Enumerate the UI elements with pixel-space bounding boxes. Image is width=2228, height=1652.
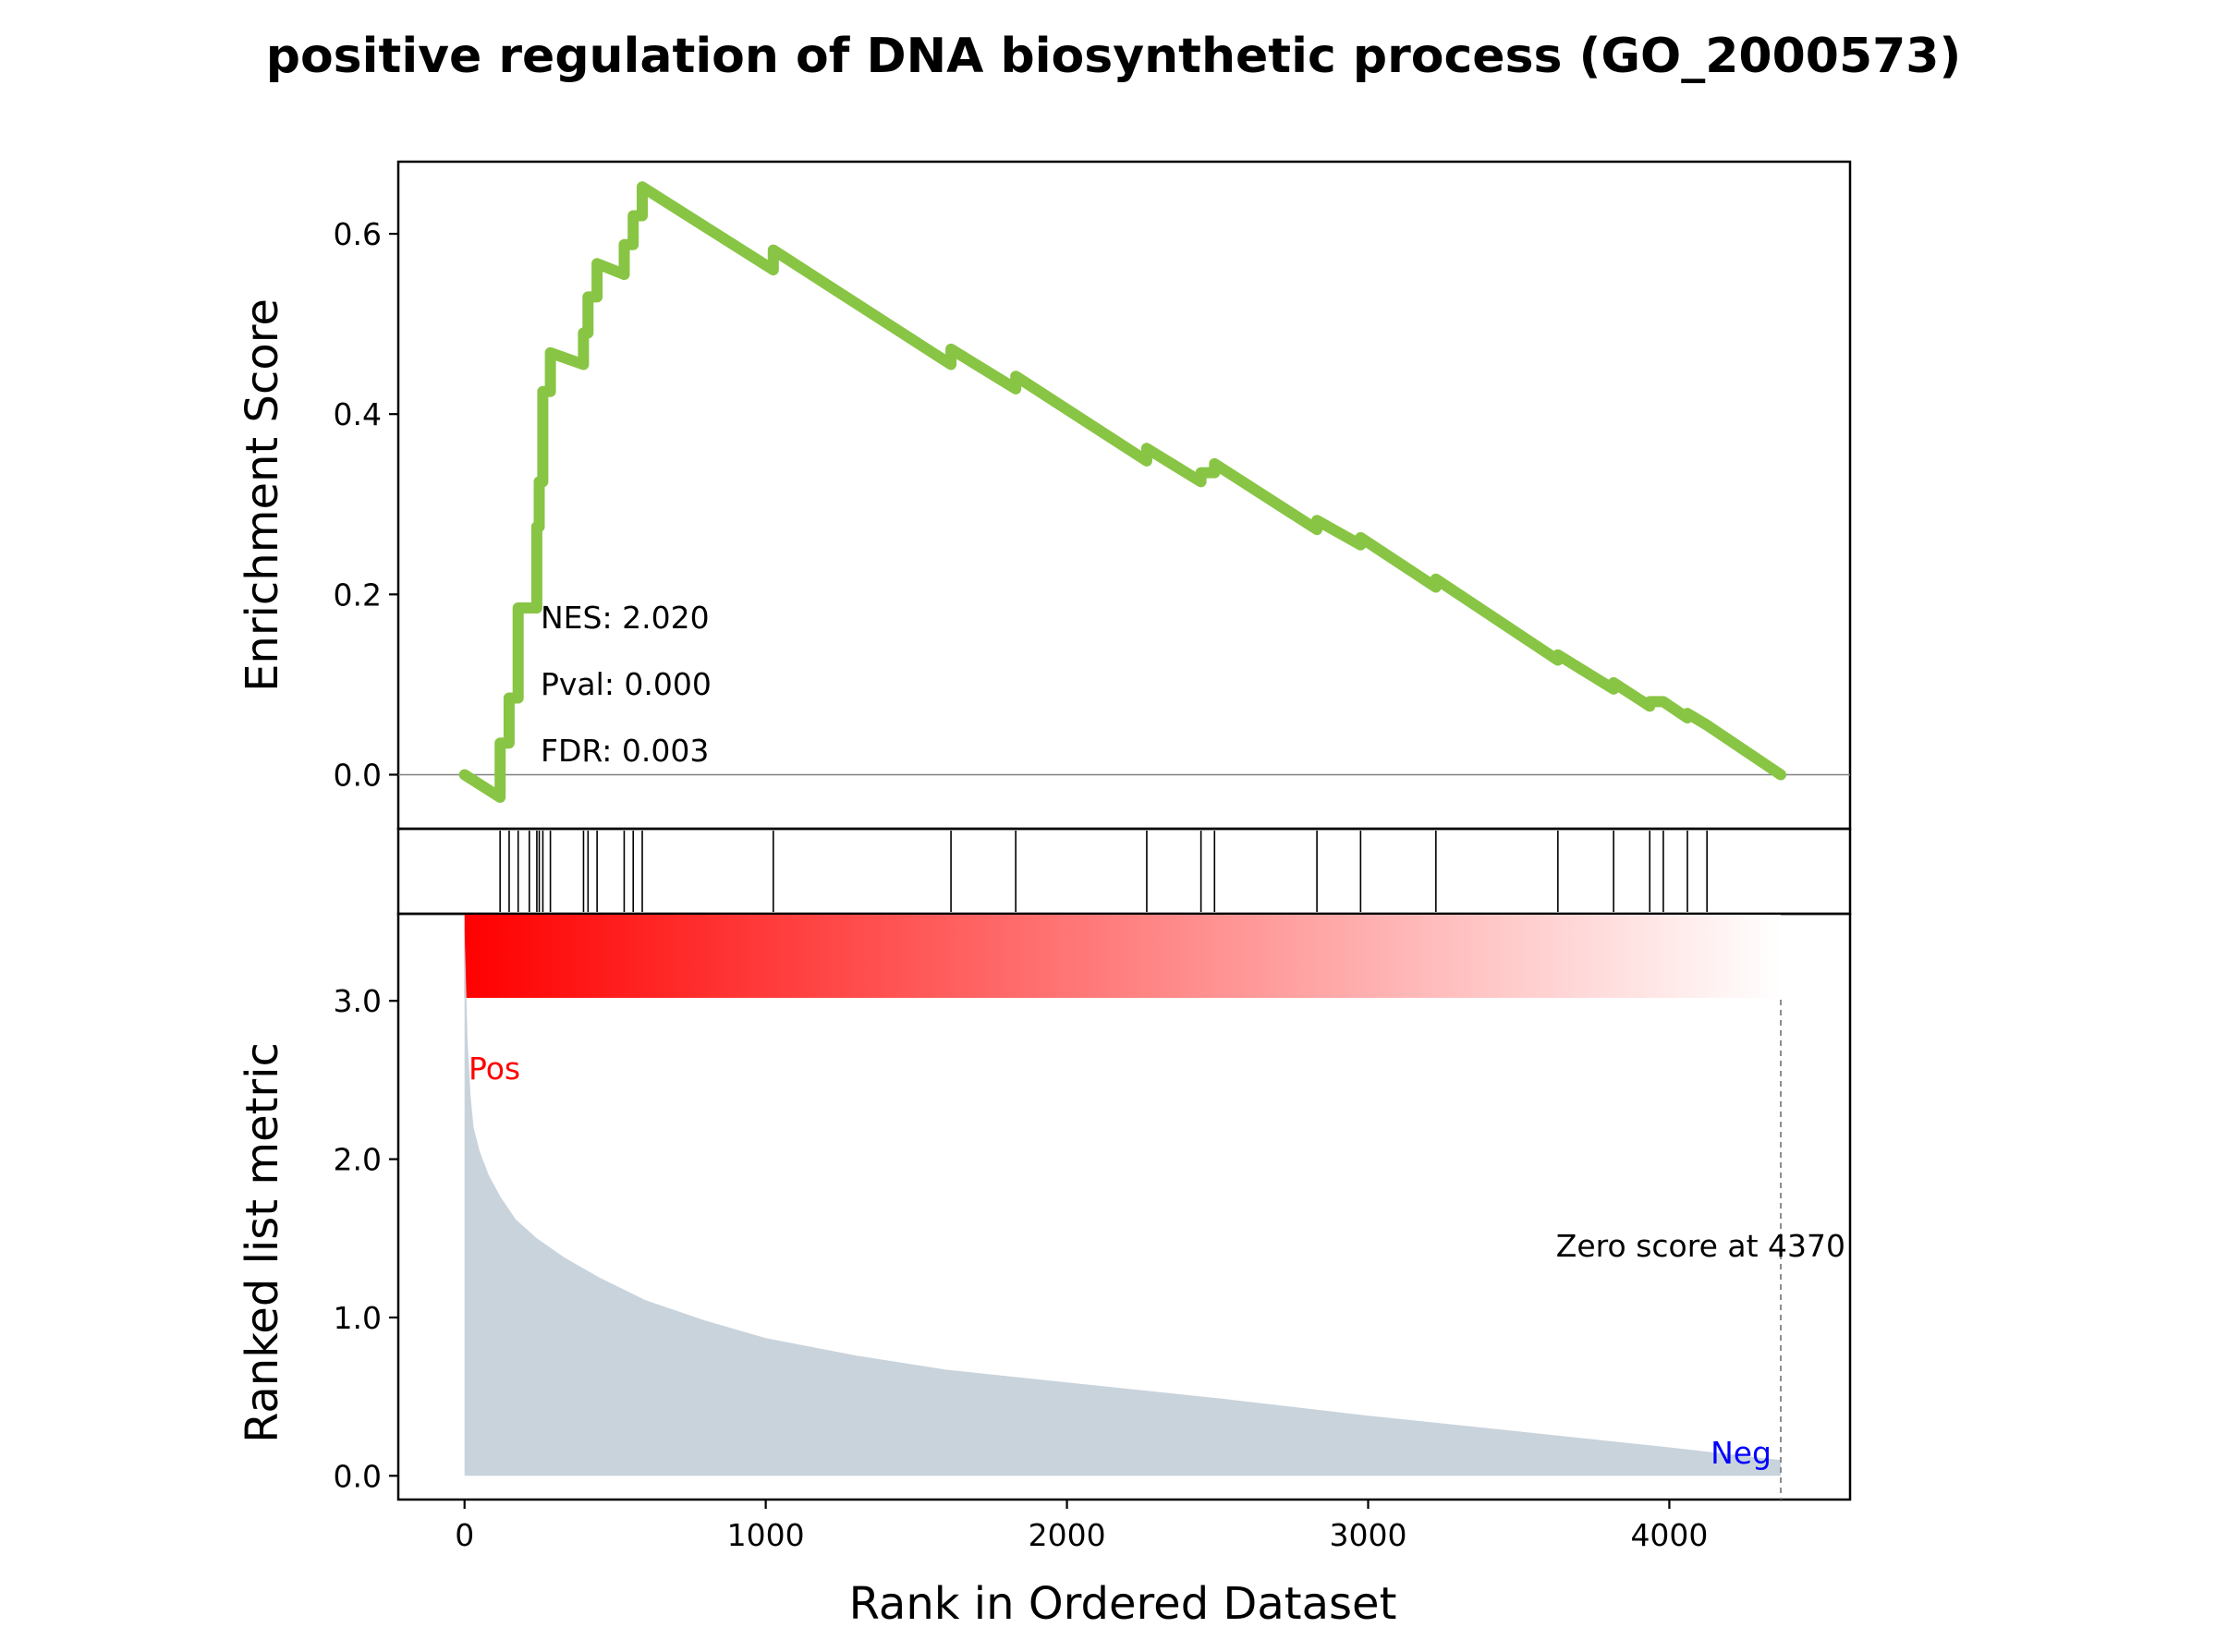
rm-y-tick-label: 3.0 (334, 983, 382, 1019)
es-y-tick-label: 0.6 (334, 216, 382, 252)
hit-lines (499, 831, 1708, 912)
enrichment-panel: 0.0 0.2 0.4 0.6 Enrichment Score NES: 2.020… (237, 160, 1852, 831)
x-ticks: 0 1000 2000 3000 4000 (455, 1500, 1708, 1553)
enrichment-score-line (458, 181, 1786, 803)
nes-label: NES: 2.020 (541, 600, 710, 636)
es-y-tick-label: 0.2 (334, 577, 382, 613)
hits-panel (396, 827, 1852, 916)
ranked-metric-panel-frame (396, 912, 1852, 1501)
neg-label: Neg (1711, 1435, 1771, 1471)
es-y-tick-label: 0.4 (334, 396, 382, 432)
x-tick-label: 4000 (1630, 1517, 1708, 1553)
chart-title: positive regulation of DNA biosynthetic … (266, 29, 1962, 84)
zero-score-label: Zero score at 4370 (1556, 1228, 1845, 1264)
x-tick-label: 3000 (1330, 1517, 1407, 1553)
es-y-tick-label: 0.0 (334, 757, 382, 793)
x-tick-label: 0 (455, 1517, 474, 1553)
es-y-ticks: 0.0 0.2 0.4 0.6 (334, 216, 398, 793)
x-axis-label: Rank in Ordered Dataset (849, 1578, 1397, 1630)
es-y-axis-label: Enrichment Score (237, 298, 288, 692)
ranked-metric-area (464, 929, 1782, 1476)
rank-gradient-bar (464, 915, 1782, 998)
pos-label: Pos (469, 1051, 520, 1087)
rm-y-tick-label: 0.0 (334, 1458, 382, 1494)
rm-y-tick-label: 2.0 (334, 1142, 382, 1178)
x-tick-label: 2000 (1029, 1517, 1106, 1553)
rm-y-tick-label: 1.0 (334, 1300, 382, 1336)
rm-y-ticks: 0.0 1.0 2.0 3.0 (334, 983, 398, 1494)
rm-y-axis-label: Ranked list metric (237, 1042, 288, 1443)
hits-panel-frame (396, 827, 1852, 916)
enrichment-panel-frame (396, 160, 1852, 831)
fdr-label: FDR: 0.003 (541, 733, 709, 769)
ranked-metric-panel: Pos Neg Zero score at 4370 0.01.02.03.0 … (237, 912, 1852, 1501)
x-tick-label: 1000 (727, 1517, 805, 1553)
pval-label: Pval: 0.000 (541, 666, 712, 702)
